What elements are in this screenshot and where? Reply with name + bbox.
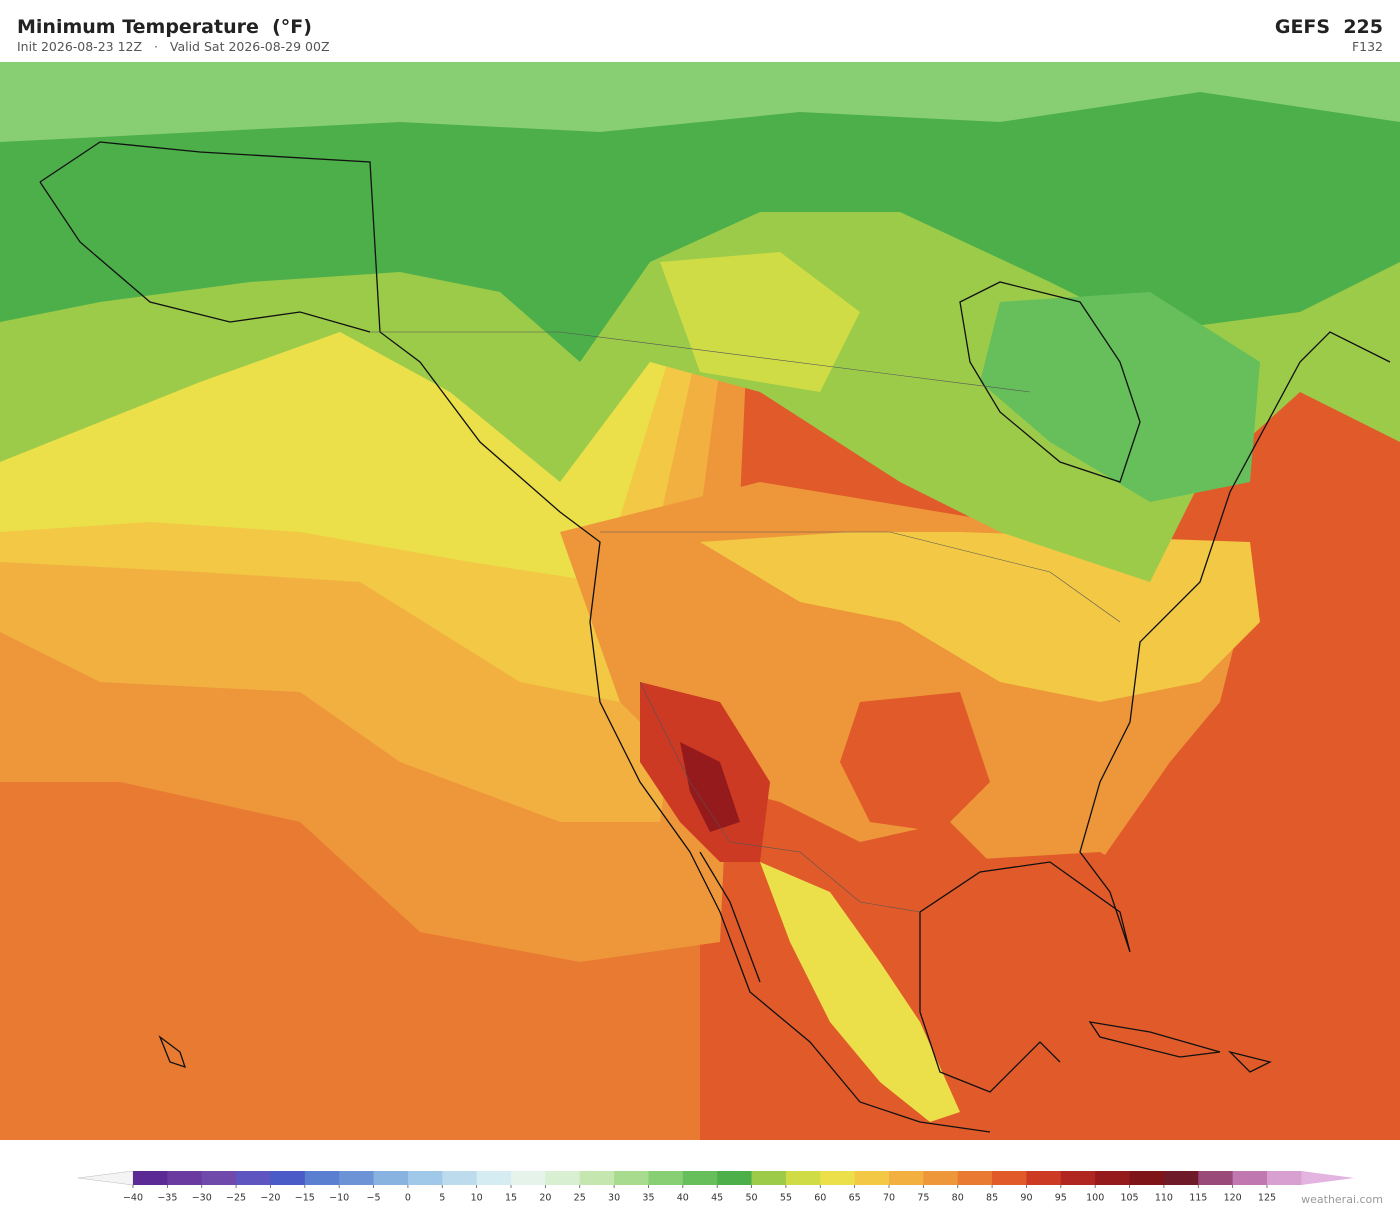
colorbar-label: 35: [642, 1193, 654, 1204]
colorbar-label: 95: [1055, 1193, 1067, 1204]
colorbar-swatch: [304, 1171, 340, 1185]
field-land: [760, 862, 960, 1122]
colorbar-swatch: [1060, 1171, 1096, 1185]
colorbar-swatch: [201, 1171, 237, 1185]
field-land: [840, 692, 990, 832]
colorbar-swatch: [957, 1171, 993, 1185]
colorbar-swatch: [442, 1171, 478, 1185]
colorbar-swatch: [820, 1171, 856, 1185]
colorbar-swatch: [407, 1171, 443, 1185]
colorbar-label: 20: [539, 1193, 551, 1204]
colorbar-under: [77, 1170, 134, 1186]
colorbar-label: −35: [157, 1193, 177, 1204]
island: [158, 1021, 1272, 1073]
colorbar-swatch: [236, 1171, 271, 1185]
colorbar-swatch: [854, 1171, 890, 1185]
colorbar-label: −15: [295, 1193, 315, 1204]
field-sea: [930, 852, 1400, 1140]
colorbar-label: 30: [608, 1193, 620, 1204]
colorbar-label: 85: [986, 1193, 998, 1204]
colorbar-label: −30: [192, 1193, 212, 1204]
separator: ·: [153, 39, 158, 54]
colorbar-swatch: [545, 1171, 581, 1185]
colorbar-label: −10: [329, 1193, 349, 1204]
field-north: [0, 62, 1400, 142]
colorbar-label: 65: [849, 1193, 861, 1204]
field-north: [660, 252, 860, 392]
field-north: [980, 292, 1260, 502]
colorbar-label: 90: [1020, 1193, 1032, 1204]
colorbar-swatch: [1267, 1171, 1302, 1185]
colorbar-swatch: [511, 1171, 546, 1185]
colorbar-label: −40: [123, 1193, 143, 1204]
colorbar-swatch: [1232, 1171, 1268, 1185]
colorbar-swatch: [614, 1171, 649, 1185]
init-time: Init 2026-08-23 12Z: [17, 39, 143, 54]
colorbar-label: 125: [1258, 1193, 1276, 1204]
colorbar-label: 55: [780, 1193, 792, 1204]
colorbar-swatch: [717, 1171, 753, 1185]
colorbar-swatch: [682, 1171, 718, 1185]
colorbar-swatch: [751, 1171, 787, 1185]
subtitle: Init 2026-08-23 12Z · Valid Sat 2026-08-…: [17, 39, 330, 54]
field-land: [700, 532, 1260, 702]
colorbar-label: 10: [471, 1193, 483, 1204]
credit: weatherai.com: [1301, 1193, 1383, 1206]
colorbar-swatch: [167, 1171, 203, 1185]
field-land: [680, 742, 740, 832]
border: [370, 331, 1121, 913]
colorbar-label: 25: [574, 1193, 586, 1204]
colorbar: weatherai.com −40 −35 −30 −25 −20 −15 −10 −5 0 5 1…: [77, 1170, 1383, 1206]
colorbar-swatch: [339, 1171, 375, 1185]
colorbar-label: 115: [1189, 1193, 1207, 1204]
colorbar-label: 5: [439, 1193, 445, 1204]
colorbar-swatch: [785, 1171, 821, 1185]
colorbar-label: 15: [505, 1193, 517, 1204]
colorbar-label: 120: [1224, 1193, 1242, 1204]
colorbar-label: 100: [1086, 1193, 1104, 1204]
colorbar-swatch: [889, 1171, 924, 1185]
field-north: [0, 62, 1400, 362]
colorbar-swatch: [1198, 1171, 1234, 1185]
colorbar-over: [1301, 1171, 1355, 1185]
colorbar-label: 110: [1155, 1193, 1173, 1204]
colorbar-swatch: [270, 1171, 306, 1185]
colorbar-label: 45: [711, 1193, 723, 1204]
colorbar-label: 80: [952, 1193, 964, 1204]
coastline: [39, 141, 1391, 1133]
colorbar-label: −25: [226, 1193, 246, 1204]
colorbar-label: 40: [677, 1193, 689, 1204]
colorbar-swatch: [648, 1171, 684, 1185]
model-name: GEFS 225: [1274, 16, 1383, 38]
colorbar-swatch: [1163, 1171, 1199, 1185]
colorbar-label: 75: [917, 1193, 929, 1204]
colorbar-label: 50: [745, 1193, 757, 1204]
forecast-hour: F132: [1351, 39, 1383, 54]
coastline: [959, 281, 1141, 483]
colorbar-swatch: [133, 1171, 168, 1185]
colorbar-swatch: [373, 1171, 409, 1185]
colorbar-label: 0: [405, 1193, 411, 1204]
colorbar-label: 70: [883, 1193, 895, 1204]
colorbar-label: −20: [260, 1193, 280, 1204]
title: Minimum Temperature (°F): [17, 16, 312, 38]
colorbar-swatch: [1129, 1171, 1165, 1185]
colorbar-swatch: [579, 1171, 615, 1185]
colorbar-label: −5: [367, 1193, 381, 1204]
valid-time: Valid Sat 2026-08-29 00Z: [169, 39, 330, 54]
colorbar-label: 105: [1120, 1193, 1138, 1204]
colorbar-swatch: [1026, 1171, 1062, 1185]
colorbar-swatch: [1095, 1171, 1131, 1185]
colorbar-swatch: [923, 1171, 959, 1185]
colorbar-label: 60: [814, 1193, 826, 1204]
map: [0, 62, 1400, 1140]
colorbar-swatch: [992, 1171, 1027, 1185]
colorbar-swatch: [476, 1171, 512, 1185]
